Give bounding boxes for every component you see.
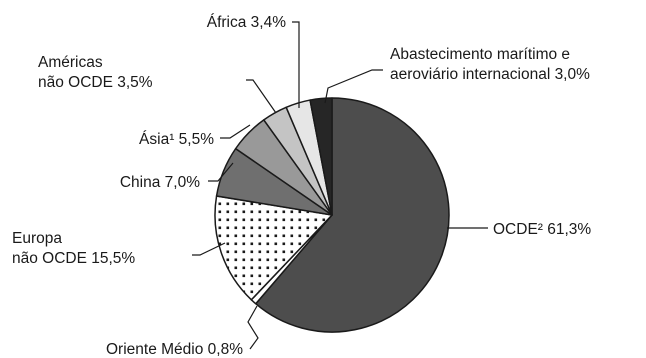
pie-slices [214, 97, 450, 333]
leader-line-asia [220, 124, 251, 139]
pie-slice-abastecimento [309, 97, 333, 216]
label-ocde: OCDE² 61,3% [493, 221, 591, 238]
label-abastecimento-line-1: Abastecimento marítimo e [390, 46, 570, 63]
leader-line-oriente-medio [247, 305, 259, 350]
leader-line-europa [192, 242, 226, 256]
leader-line-abastecimento [324, 69, 383, 104]
label-oriente-medio: Oriente Médio 0,8% [106, 341, 243, 358]
pie-slice-ocde [254, 97, 450, 333]
label-asia: Ásia¹ 5,5% [139, 131, 214, 148]
label-europa-line-1: Europa [12, 230, 62, 247]
label-americas-line-2: não OCDE 3,5% [38, 74, 153, 91]
label-americas-line-1: Américas [38, 54, 103, 71]
label-africa: África 3,4% [207, 14, 286, 31]
leader-line-americas [246, 79, 277, 114]
label-europa: Europa não OCDE 15,5% [12, 230, 135, 267]
leader-line-china [208, 162, 234, 182]
slice-labels: África 3,4% Abastecimento marítimo e aer… [12, 14, 591, 358]
label-americas: Américas não OCDE 3,5% [38, 54, 153, 91]
label-abastecimento-line-2: aeroviário internacional 3,0% [390, 66, 590, 83]
label-china: China 7,0% [120, 174, 200, 191]
pie-slice-europa [214, 195, 333, 301]
leader-line-africa [292, 21, 300, 108]
label-abastecimento: Abastecimento marítimo e aeroviário inte… [390, 46, 590, 83]
leader-lines [192, 21, 488, 350]
label-europa-line-2: não OCDE 15,5% [12, 250, 135, 267]
